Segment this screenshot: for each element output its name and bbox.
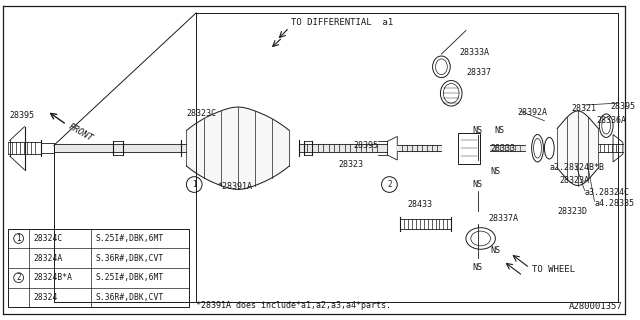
Text: S.25I#,DBK,6MT: S.25I#,DBK,6MT (95, 234, 163, 243)
Text: 28395: 28395 (610, 101, 635, 110)
Text: 28323D: 28323D (557, 207, 587, 217)
Text: a3.28324C: a3.28324C (584, 188, 630, 197)
Text: 28321: 28321 (572, 103, 597, 113)
Text: TO DIFFERENTIAL  a1: TO DIFFERENTIAL a1 (291, 18, 394, 27)
Text: 28337A: 28337A (488, 214, 518, 223)
Text: 28395: 28395 (353, 141, 378, 150)
Text: TO WHEEL: TO WHEEL (532, 265, 575, 274)
Text: FRONT: FRONT (67, 122, 94, 143)
Text: A280001357: A280001357 (569, 302, 623, 311)
Text: *28391A does include*a1,a2,a3,a4*parts.: *28391A does include*a1,a2,a3,a4*parts. (196, 301, 391, 310)
Text: 1: 1 (192, 180, 196, 189)
Text: NS: NS (490, 246, 500, 255)
Text: NS: NS (490, 167, 500, 176)
Text: 28337: 28337 (467, 68, 492, 77)
Text: 28323C: 28323C (186, 109, 216, 118)
Text: 28324B*A: 28324B*A (33, 273, 72, 282)
Text: NS: NS (473, 180, 483, 189)
Bar (458, 132, 479, 164)
Text: NS: NS (494, 126, 504, 135)
Text: S.25I#,DBK,6MT: S.25I#,DBK,6MT (95, 273, 163, 282)
Text: NS: NS (473, 126, 483, 135)
Text: 28324C: 28324C (33, 234, 63, 243)
Text: 1: 1 (17, 234, 21, 243)
Text: 2: 2 (17, 273, 21, 282)
Text: 28333A: 28333A (459, 48, 489, 57)
Bar (8, 229, 189, 307)
Text: 28324A: 28324A (33, 253, 63, 263)
Text: a2.28324B*B: a2.28324B*B (549, 163, 604, 172)
Text: 28323: 28323 (339, 160, 364, 169)
Text: NS: NS (473, 263, 483, 272)
Text: a4.28335: a4.28335 (595, 199, 634, 208)
Text: 2: 2 (387, 180, 392, 189)
Text: 28395: 28395 (10, 111, 35, 120)
Text: S.36R#,DBK,CVT: S.36R#,DBK,CVT (95, 253, 163, 263)
Text: 28336A: 28336A (596, 116, 627, 125)
Text: 28324: 28324 (33, 293, 58, 302)
Text: 28433: 28433 (407, 200, 432, 209)
Text: 28333: 28333 (490, 144, 515, 153)
Text: 28392A: 28392A (517, 108, 547, 117)
Text: *28391A: *28391A (218, 182, 253, 191)
Text: S.36R#,DBK,CVT: S.36R#,DBK,CVT (95, 293, 163, 302)
Text: 28323A: 28323A (559, 176, 589, 185)
